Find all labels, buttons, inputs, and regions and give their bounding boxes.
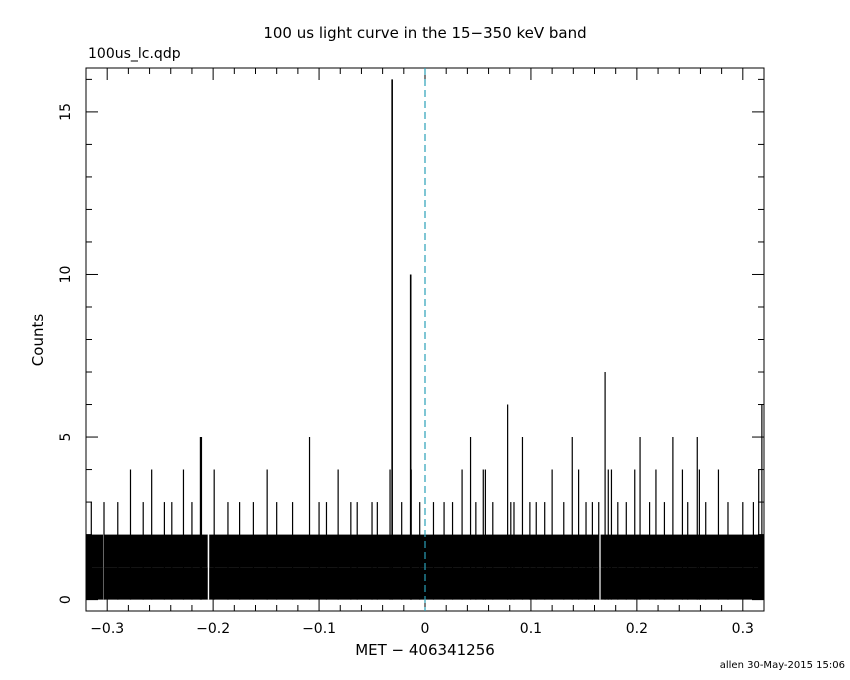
x-tick-label: 0.1 [520,621,542,637]
x-tick-label: 0.3 [732,621,754,637]
y-tick-label: 15 [58,103,74,121]
x-tick-label: −0.2 [196,621,230,637]
y-tick-label: 5 [58,433,74,442]
x-tick-label: −0.1 [302,621,336,637]
counts-2-band [104,534,208,568]
x-tick-label: −0.3 [90,621,124,637]
y-axis-label: Counts [29,314,47,367]
bars-group [86,79,764,600]
chart-title: 100 us light curve in the 15−350 keV ban… [263,24,586,42]
zero-count-gap [207,534,210,600]
chart-subtitle: 100us_lc.qdp [88,46,181,62]
light-curve-chart: 100 us light curve in the 15−350 keV ban… [29,24,765,659]
counts-2-band [209,534,600,568]
y-tick-label: 10 [58,266,74,284]
x-tick-label: 0 [421,621,430,637]
y-tick-label: 0 [58,595,74,604]
x-axis-label: MET − 406341256 [355,641,495,659]
footer-stamp: allen 30-May-2015 15:06 [719,660,845,671]
baseline-band [86,567,764,600]
x-tick-label: 0.2 [626,621,648,637]
zero-count-gap [599,534,601,600]
counts-2-band [86,534,104,568]
ticks-group: −0.3 −0.2 −0.1 0 0.1 0.2 0.3 0 5 10 15 [58,68,765,637]
